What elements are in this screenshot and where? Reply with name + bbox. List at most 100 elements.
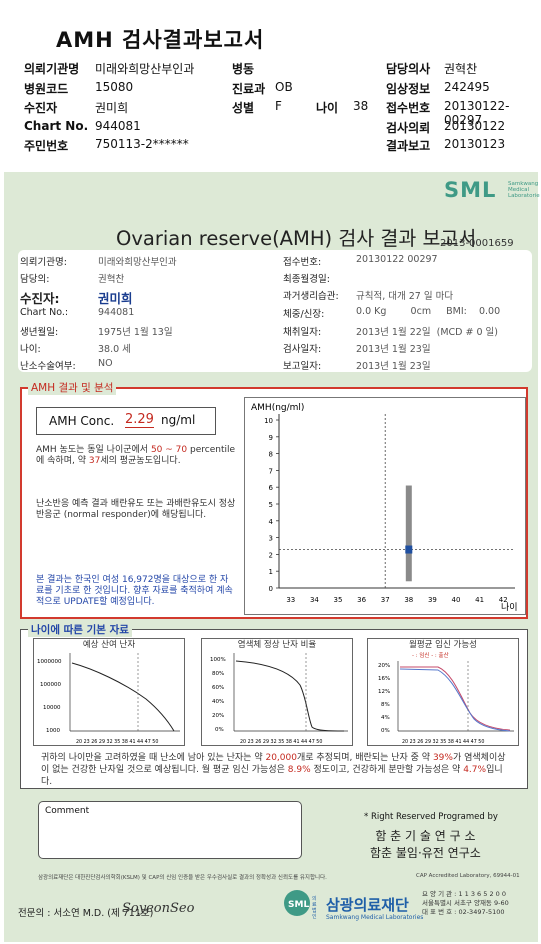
info-value: 944081 — [98, 307, 135, 318]
field-label: 검사의뢰 — [386, 121, 431, 135]
info-label: 담당의: — [20, 274, 50, 285]
mini-chart-eggs: 예상 산여 난자 1000000 100000 10000 1000 20 23… — [33, 638, 185, 746]
svg-text:80%: 80% — [212, 671, 224, 677]
chart-y-tick-label: 0 — [269, 585, 273, 593]
info-label: 생년월일: — [20, 327, 59, 338]
reference-summary: 귀하의 나이만을 고려하였을 때 난소에 남아 있는 난자는 약 20,000개… — [41, 753, 506, 787]
data-source-text: 본 결과는 한국인 여성 16,972명을 대상으로 한 자료를 기초로 한 것… — [36, 575, 233, 607]
chart-x-tick-label: 41 — [475, 596, 484, 604]
chart-y-tick-label: 3 — [269, 535, 273, 543]
svg-text:20 23 26 29 32 35 38 41 44 47: 20 23 26 29 32 35 38 41 44 47 50 — [76, 739, 158, 745]
chart-y-tick-label: 5 — [269, 501, 273, 509]
foundation-english: Samkwang Medical Laboratories — [326, 914, 424, 921]
sml-logo: SML — [444, 178, 497, 202]
svg-text:0%: 0% — [215, 727, 224, 733]
svg-text:8%: 8% — [381, 702, 390, 708]
chart-ylabel: AMH(ng/ml) — [251, 403, 304, 413]
chart-y-tick-label: 9 — [269, 434, 273, 442]
amh-conc-box: AMH Conc. 2.29 ng/ml — [36, 407, 216, 435]
info-label: 나이: — [20, 344, 41, 355]
foundation-prefix: 의료 법인 — [312, 896, 317, 920]
info-value: 규칙적, 대개 27 일 마다 — [356, 291, 454, 302]
report-title: Ovarian reserve(AMH) 검사 결과 보고서 — [116, 227, 477, 250]
info-label: 검사일자: — [283, 344, 322, 355]
field-label: 나이 — [316, 101, 339, 115]
info-value: 미래와희망산부인과 — [98, 257, 177, 268]
chart-y-tick-label: 7 — [269, 467, 273, 475]
info-value: 2013년 1월 23일 — [356, 361, 431, 372]
mini-chart-normal-ratio: 염색체 정상 난자 비율 100% 80% 60% 40% 20% 0% 20 … — [201, 638, 353, 746]
amh-section-label: AMH 결과 및 분석 — [28, 380, 117, 395]
field-value: 750113-2****** — [95, 137, 189, 151]
chart-x-tick-label: 35 — [334, 596, 343, 604]
info-value: 38.0 세 — [98, 344, 131, 355]
svg-text:20 23 26 29 32 35 38 41 44 47: 20 23 26 29 32 35 38 41 44 47 50 — [402, 739, 484, 745]
info-label: 수진자: — [20, 291, 60, 306]
comment-box: Comment — [38, 801, 302, 859]
svg-text:10000: 10000 — [43, 705, 61, 711]
patient-name: 권미희 — [98, 291, 133, 306]
field-label: Chart No. — [24, 119, 89, 133]
svg-text:40%: 40% — [212, 699, 224, 705]
field-label: 수진자 — [24, 101, 58, 115]
svg-text:16%: 16% — [378, 676, 390, 682]
footer-cap-note: CAP Accredited Laboratory, 69944-01 — [416, 873, 520, 879]
field-value: 20130122-00297 — [444, 99, 510, 127]
svg-text:0%: 0% — [381, 728, 390, 734]
chart-y-tick-label: 1 — [269, 568, 273, 576]
info-value: 권혁찬 — [98, 274, 125, 285]
svg-text:1000: 1000 — [46, 728, 60, 734]
field-label: 접수번호 — [386, 101, 431, 115]
field-label: 병원코드 — [24, 82, 69, 96]
svg-text:20%: 20% — [378, 663, 390, 669]
chart-x-tick-label: 36 — [357, 596, 366, 604]
info-value: NO — [98, 358, 113, 369]
mini-chart-legend: - : 임신 - : 출산 — [412, 651, 449, 659]
mini-chart-title: 월평균 임신 가능성 — [409, 640, 477, 650]
field-value: 38 — [353, 99, 369, 113]
info-value: 2013년 1월 22일 (MCD # 0 일) — [356, 327, 498, 338]
info-value: 1975년 1월 13일 — [98, 327, 173, 338]
info-label: 난소수술여부: — [20, 361, 76, 372]
amh-result-box: AMH Conc. 2.29 ng/ml AMH 농도는 동일 나이군에서 50… — [20, 387, 528, 619]
svg-text:1000000: 1000000 — [37, 659, 62, 665]
institution-1: 함 춘 기 술 연 구 소 — [375, 829, 476, 843]
field-value: 944081 — [95, 119, 141, 133]
info-label: Chart No.: — [20, 307, 69, 318]
chart-y-tick-label: 6 — [269, 484, 274, 492]
sml-circle-icon: SML — [284, 890, 310, 916]
field-label: 의뢰기관명 — [24, 62, 80, 76]
chart-x-tick-label: 37 — [381, 596, 390, 604]
sml-logo-subtitle: Samkwang Medical Laboratorie — [508, 181, 540, 199]
footer-accreditation-note: 삼광의료재단은 대한진단검사의학회(KSLM) 및 CAP의 신임 인증을 받은… — [38, 875, 327, 881]
amh-chart: AMH(ng/ml) 나이 0 1 2 3 4 5 6 7 8 9 10 33 34 35 36 37 38 39… — [244, 397, 526, 615]
field-value: 15080 — [95, 80, 134, 94]
institution-2: 함춘 불임·유전 연구소 — [370, 846, 481, 860]
chart-x-tick-label: 34 — [310, 596, 319, 604]
svg-text:100000: 100000 — [40, 682, 61, 688]
patient-info-box: 의뢰기관명: 미래와희망산부인과 담당의: 권혁찬 수진자: 권미희 Chart… — [18, 250, 532, 372]
field-label: 담당의사 — [386, 62, 431, 76]
info-value: 2013년 1월 23일 — [356, 344, 431, 355]
chart-y-tick-label: 4 — [269, 518, 274, 526]
field-value: 권미희 — [95, 101, 129, 115]
page-title: AMH 검사결과보고서 — [56, 28, 265, 52]
mini-chart-title: 예상 산여 난자 — [82, 640, 136, 650]
chart-range-bar — [405, 485, 412, 582]
chart-x-tick-label: 42 — [499, 596, 508, 604]
foundation-name: 삼광의료재단 — [326, 896, 409, 914]
svg-text:4%: 4% — [381, 715, 390, 721]
field-value: 20130123 — [444, 137, 506, 151]
svg-text:60%: 60% — [212, 685, 224, 691]
chart-y-tick-label: 2 — [269, 551, 273, 559]
field-value: 권혁찬 — [444, 62, 478, 76]
info-value: 20130122 00297 — [356, 254, 438, 265]
reference-box: 예상 산여 난자 1000000 100000 10000 1000 20 23… — [20, 629, 528, 789]
institution-names: 함 춘 기 술 연 구 소 함춘 불임·유전 연구소 — [370, 828, 481, 862]
field-label: 결과보고 — [386, 139, 431, 153]
reference-section-label: 나이에 따른 기본 자료 — [28, 622, 132, 637]
report-number: 2013-0001659 — [440, 238, 514, 249]
field-value: F — [275, 99, 282, 113]
info-value: 0.0 Kg 0cm BMI: 0.00 — [356, 306, 501, 317]
